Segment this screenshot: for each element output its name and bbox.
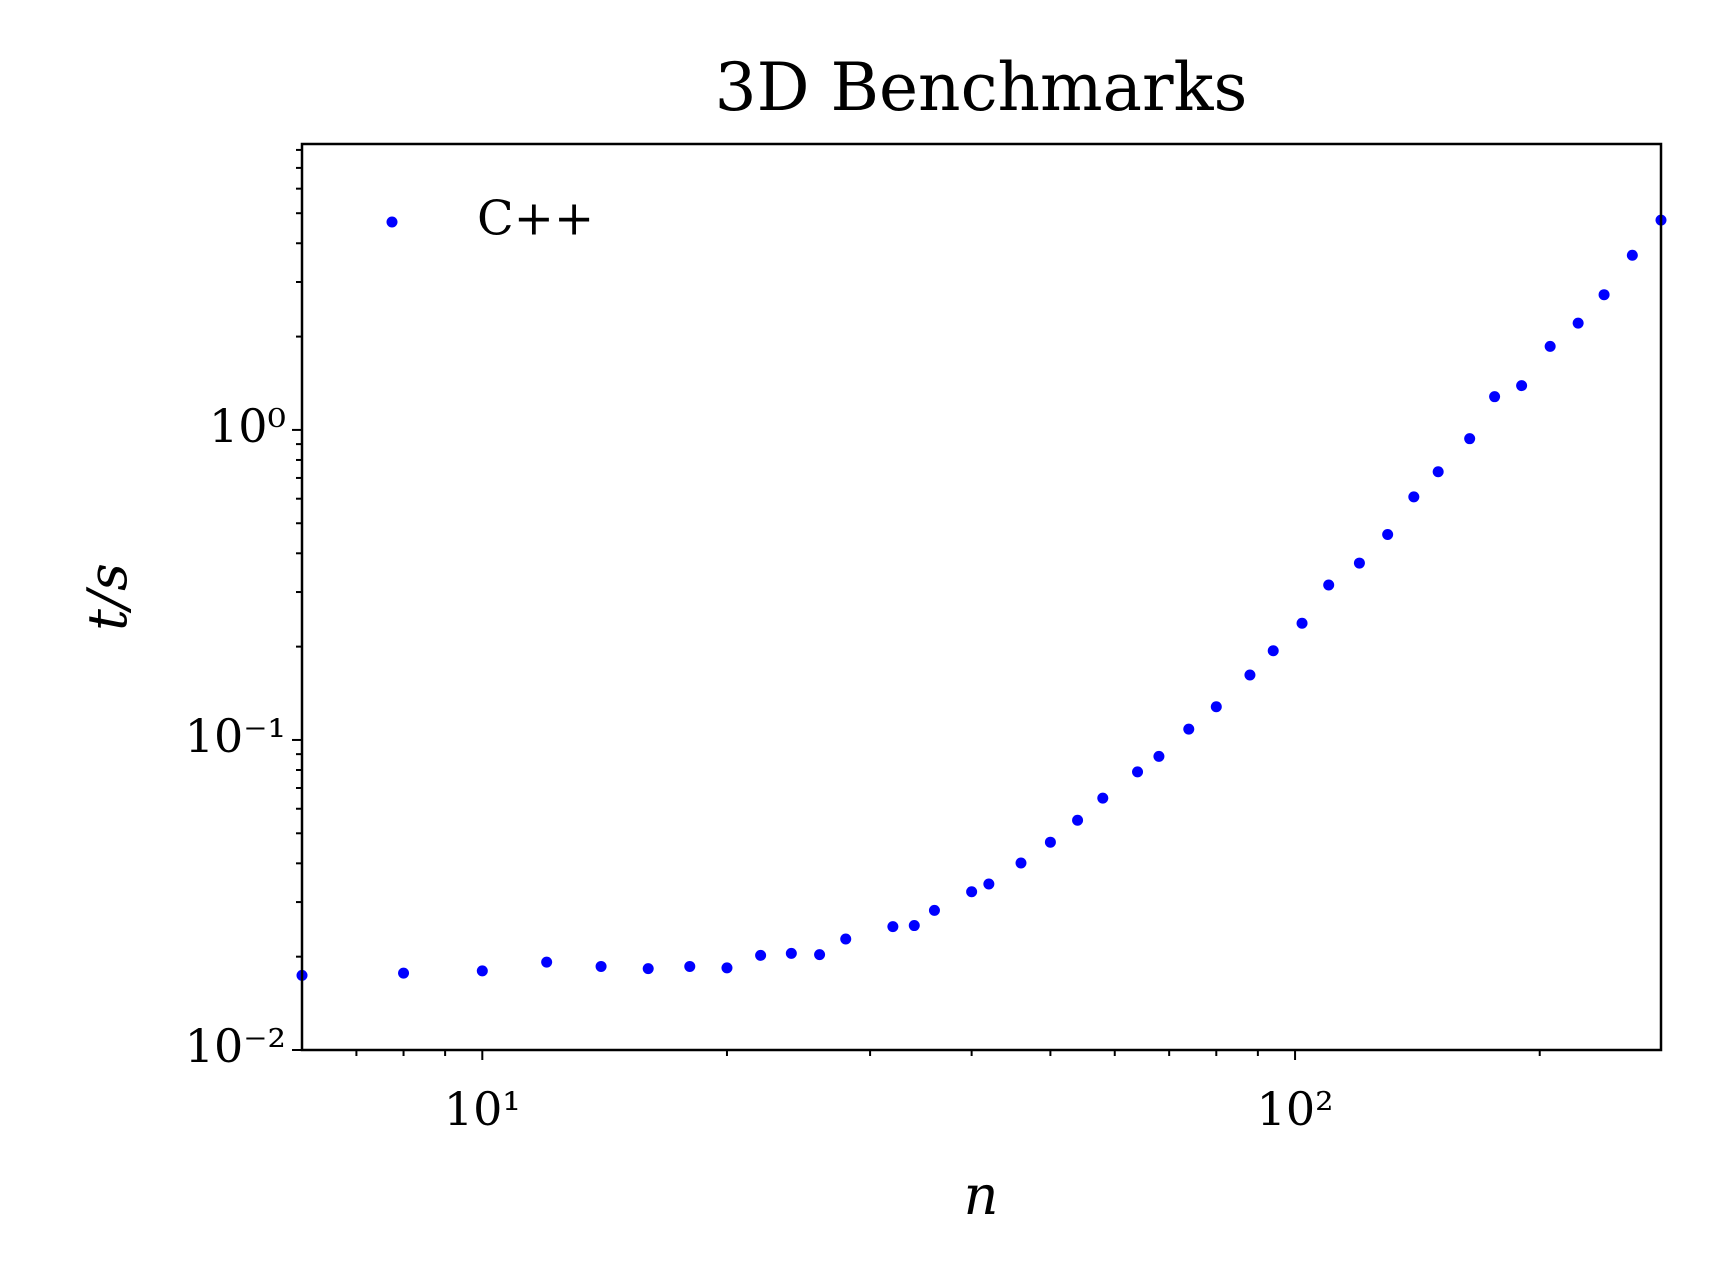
y-axis-label: t/s — [76, 563, 139, 631]
point — [1132, 766, 1144, 778]
y-tick-label: 10⁰ — [209, 399, 286, 453]
point — [541, 956, 553, 968]
point — [983, 878, 995, 890]
point — [476, 965, 488, 977]
point — [1296, 617, 1308, 629]
point — [1072, 814, 1084, 826]
point — [642, 963, 654, 975]
plot-frame — [300, 142, 1663, 1052]
point — [595, 960, 607, 972]
x-tick-label: 10¹ — [444, 1082, 521, 1136]
point — [1598, 289, 1610, 301]
legend-marker — [386, 216, 398, 228]
point — [1572, 317, 1584, 329]
point — [1244, 669, 1256, 681]
y-tick-label: 10⁻² — [185, 1019, 286, 1073]
point — [1382, 528, 1394, 540]
point — [1097, 792, 1109, 804]
point — [1626, 249, 1638, 261]
point — [1464, 433, 1476, 445]
x-tick-label: 10² — [1257, 1082, 1334, 1136]
point — [814, 949, 826, 961]
point — [1544, 340, 1556, 352]
point — [1015, 857, 1027, 869]
point — [1408, 491, 1420, 503]
point — [908, 920, 920, 932]
point — [1267, 645, 1279, 657]
point — [928, 904, 940, 916]
point — [785, 947, 797, 959]
y-tick-label: 10⁻¹ — [185, 709, 286, 763]
point — [684, 960, 696, 972]
point — [1210, 701, 1222, 713]
point — [840, 933, 852, 945]
point — [1323, 579, 1335, 591]
point — [1153, 750, 1165, 762]
chart-title: 3D Benchmarks — [715, 49, 1248, 126]
point — [1183, 723, 1195, 735]
point — [887, 921, 899, 933]
point — [966, 886, 978, 898]
point — [1353, 557, 1365, 569]
legend-label: C++ — [477, 191, 594, 247]
point — [721, 962, 733, 974]
point — [1489, 391, 1501, 403]
point — [398, 967, 410, 979]
point — [1516, 380, 1528, 392]
x-axis-label: n — [964, 1164, 999, 1227]
point — [1044, 836, 1056, 848]
point — [755, 949, 767, 961]
point — [1432, 466, 1444, 478]
